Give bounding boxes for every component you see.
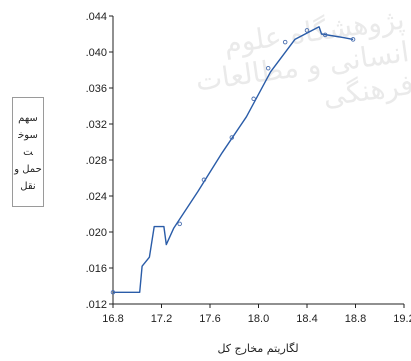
data-point: [201, 177, 207, 183]
x-tick-label: 16.8: [102, 313, 123, 325]
y-axis: .012 .016 .020 .024 .028 .032 .036 .040 .044: [86, 11, 113, 311]
data-point: [251, 96, 256, 102]
data-point: [265, 65, 271, 71]
y-tick-label: .044: [86, 11, 107, 23]
y-tick-label: .032: [86, 119, 107, 131]
x-axis-label: لگاریتم مخارج کل: [217, 342, 298, 355]
y-axis-label: سهم سوخت حمل و نقل: [14, 112, 42, 192]
x-tick-label: 17.6: [199, 313, 220, 325]
x-tick-label: 18.8: [345, 313, 366, 325]
data-point: [322, 32, 328, 38]
data-point: [229, 135, 235, 140]
plot-area: [112, 16, 404, 305]
data-point: [110, 290, 116, 295]
data-point: [350, 37, 356, 42]
data-point: [282, 39, 288, 45]
y-tick-label: .016: [86, 263, 107, 275]
x-tick-label: 19.2: [393, 313, 411, 325]
y-tick-label: .020: [86, 227, 107, 239]
y-tick-label: .028: [86, 155, 107, 167]
y-tick-label: .024: [86, 191, 107, 203]
data-point: [304, 28, 310, 33]
x-tick-label: 18.0: [248, 313, 269, 325]
y-axis-label-box: سهم سوخت حمل و نقل: [12, 97, 44, 207]
y-tick-label: .040: [86, 47, 107, 59]
x-axis: 16.8 17.2 17.6 18.0 18.4 18.8 19.2: [102, 304, 411, 325]
series-line: [113, 26, 354, 293]
data-point: [177, 221, 182, 227]
y-tick-label: .012: [86, 299, 107, 311]
x-tick-label: 18.4: [296, 313, 317, 325]
y-tick-label: .036: [86, 83, 107, 95]
series-group: [110, 26, 356, 295]
x-tick-label: 17.2: [151, 313, 172, 325]
